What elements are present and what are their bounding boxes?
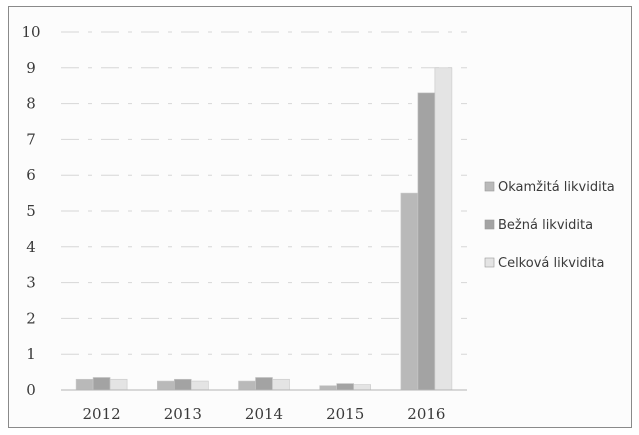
liquidity-bar-chart: 0 1 2 3 4 5 6 7 8 9 10 2012 2013 2014 2015 2016 Okamži… <box>21 23 615 423</box>
y-tick-label: 4 <box>26 238 36 256</box>
bar <box>400 192 419 391</box>
x-axis-ticks: 2012 2013 2014 2015 2016 <box>83 405 446 423</box>
gridlines <box>61 31 467 355</box>
y-tick-label: 2 <box>26 309 36 327</box>
bar <box>336 383 355 391</box>
y-axis-ticks: 0 1 2 3 4 5 6 7 8 9 10 <box>21 23 40 399</box>
bars <box>75 67 453 391</box>
x-tick-label: 2015 <box>326 405 364 423</box>
legend-swatch <box>484 257 495 268</box>
x-tick-label: 2016 <box>407 405 445 423</box>
bar <box>75 378 94 391</box>
bar <box>191 380 209 391</box>
legend-swatch <box>484 181 495 192</box>
x-tick-label: 2012 <box>83 405 121 423</box>
y-tick-label: 1 <box>26 345 36 363</box>
bar <box>255 377 273 391</box>
chart-frame: 0 1 2 3 4 5 6 7 8 9 10 2012 2013 2014 2015 2016 Okamži… <box>8 6 632 428</box>
bar <box>434 67 453 391</box>
x-tick-label: 2013 <box>164 405 202 423</box>
bar <box>92 377 111 391</box>
y-tick-label: 8 <box>26 95 36 113</box>
legend-label: Bežná likvidita <box>498 218 593 233</box>
bar <box>238 380 256 391</box>
x-tick-label: 2014 <box>245 405 283 423</box>
legend-swatch <box>484 219 495 230</box>
y-tick-label: 10 <box>21 23 40 41</box>
bar <box>319 385 338 391</box>
bar <box>353 384 372 391</box>
bar <box>272 378 290 391</box>
y-tick-label: 0 <box>26 381 36 399</box>
bar <box>174 378 192 391</box>
bar <box>417 92 436 391</box>
legend-label: Okamžitá likvidita <box>498 180 615 195</box>
y-tick-label: 9 <box>26 59 36 77</box>
y-tick-label: 3 <box>26 274 36 292</box>
y-tick-label: 5 <box>26 202 36 220</box>
bar <box>109 378 128 391</box>
legend: Okamžitá likvidita Bežná likvidita Celková… <box>484 180 615 271</box>
bar <box>157 380 175 391</box>
legend-label: Celková likvidita <box>498 256 604 271</box>
y-tick-label: 7 <box>26 130 36 148</box>
y-tick-label: 6 <box>26 166 36 184</box>
